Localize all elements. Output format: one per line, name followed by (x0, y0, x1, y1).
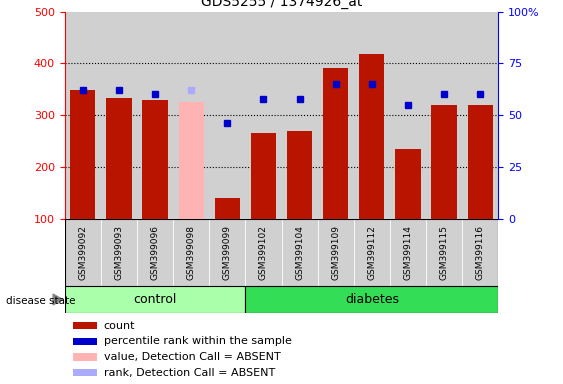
Bar (426, 219, 462, 286)
Bar (426, 12, 462, 219)
Text: GSM399116: GSM399116 (476, 225, 485, 280)
Text: GSM399112: GSM399112 (367, 225, 376, 280)
Bar (431, 105, 457, 219)
Bar (73, 369, 97, 376)
Bar (73, 322, 97, 329)
Text: GSM399093: GSM399093 (114, 225, 123, 280)
Bar (282, 12, 318, 219)
Bar (390, 219, 426, 286)
Bar (137, 12, 173, 219)
Text: GSM399104: GSM399104 (295, 225, 304, 280)
Bar (395, 149, 421, 219)
Bar (101, 219, 137, 286)
Bar (65, 286, 245, 313)
Bar (215, 198, 240, 219)
Bar (467, 105, 493, 219)
Bar (390, 12, 426, 219)
Text: percentile rank within the sample: percentile rank within the sample (104, 336, 292, 346)
Bar (282, 219, 318, 286)
Bar (209, 219, 245, 286)
Text: diabetes: diabetes (345, 293, 399, 306)
Bar (65, 219, 101, 286)
Bar (142, 99, 168, 219)
Bar (173, 219, 209, 286)
Bar (287, 131, 312, 219)
Bar (137, 219, 173, 286)
Bar (462, 219, 498, 286)
Text: GSM399114: GSM399114 (404, 225, 413, 280)
Bar (251, 133, 276, 219)
Bar (318, 12, 354, 219)
Polygon shape (53, 294, 63, 305)
Bar (73, 353, 97, 361)
Text: GSM399099: GSM399099 (223, 225, 232, 280)
Bar (209, 12, 245, 219)
Bar (318, 219, 354, 286)
Title: GDS5255 / 1374926_at: GDS5255 / 1374926_at (201, 0, 362, 9)
Text: rank, Detection Call = ABSENT: rank, Detection Call = ABSENT (104, 367, 275, 377)
Text: value, Detection Call = ABSENT: value, Detection Call = ABSENT (104, 352, 280, 362)
Text: GSM399109: GSM399109 (331, 225, 340, 280)
Text: control: control (133, 293, 177, 306)
Text: GSM399096: GSM399096 (150, 225, 159, 280)
Bar (245, 219, 282, 286)
Bar (173, 12, 209, 219)
Text: count: count (104, 321, 135, 331)
Bar (354, 12, 390, 219)
Bar (65, 12, 101, 219)
Bar (462, 12, 498, 219)
Bar (106, 98, 132, 219)
Text: GSM399102: GSM399102 (259, 225, 268, 280)
Text: GSM399092: GSM399092 (78, 225, 87, 280)
Bar (101, 12, 137, 219)
Bar (70, 90, 96, 219)
Text: disease state: disease state (6, 296, 75, 306)
Bar (178, 102, 204, 219)
Bar (73, 338, 97, 345)
Text: GSM399115: GSM399115 (440, 225, 449, 280)
Bar (323, 68, 348, 219)
Bar (245, 12, 282, 219)
Bar (354, 219, 390, 286)
Bar (359, 54, 385, 219)
Bar (245, 286, 498, 313)
Text: GSM399098: GSM399098 (187, 225, 196, 280)
